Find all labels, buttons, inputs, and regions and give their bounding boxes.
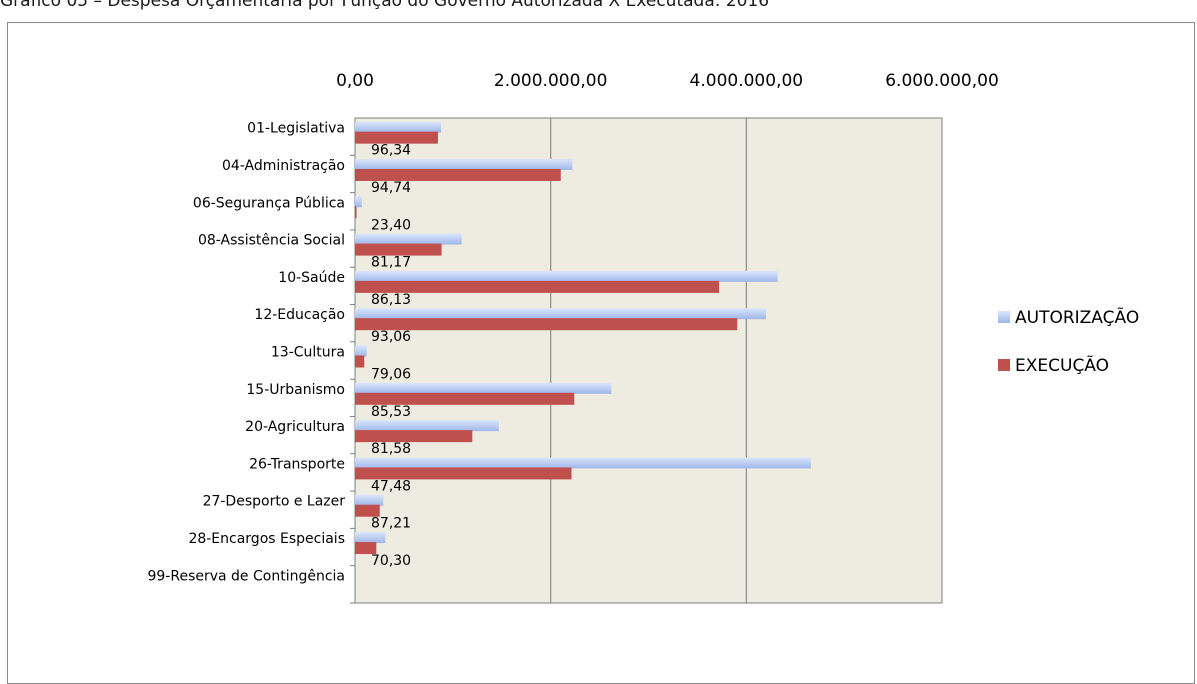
category-label: 12-Educação <box>254 307 345 323</box>
data-label: 79,06 <box>371 367 411 383</box>
chart-frame: 0,00 2.000.000,00 4.000.000,00 6.000.000,00… <box>7 22 1195 684</box>
bar-autorizacao <box>355 233 462 245</box>
category-label: 27-Desporto e Lazer <box>203 494 346 510</box>
bar-execucao <box>355 243 442 256</box>
bar-autorizacao <box>355 196 362 208</box>
legend-swatch-autorizacao <box>998 311 1010 323</box>
data-label: 96,34 <box>371 143 411 159</box>
bar-execucao <box>355 504 380 517</box>
bar-autorizacao <box>355 532 386 544</box>
category-label: 01-Legislativa <box>247 121 345 137</box>
bar-execucao <box>355 392 575 405</box>
x-tick-label: 0,00 <box>336 71 374 91</box>
bar-execucao <box>355 355 365 368</box>
category-label: 04-Administração <box>222 158 345 174</box>
category-label: 26-Transporte <box>249 456 345 472</box>
category-label: 13-Cultura <box>271 345 345 361</box>
bar-autorizacao <box>355 121 442 133</box>
category-label: 08-Assistência Social <box>198 233 345 249</box>
page-title: Gráfico 05 – Despesa Orçamentária por Fu… <box>0 0 770 11</box>
bar-autorizacao <box>355 420 499 432</box>
category-label: 10-Saúde <box>278 270 345 286</box>
bar-execucao <box>355 131 438 144</box>
bar-execucao <box>355 542 377 555</box>
data-label: 23,40 <box>371 217 411 233</box>
legend-label-autorizacao: AUTORIZAÇÃO <box>1015 306 1139 328</box>
category-label: 15-Urbanismo <box>246 382 345 398</box>
legend-label-execucao: EXECUÇÃO <box>1015 354 1109 376</box>
bar-execucao <box>355 168 561 181</box>
data-label: 47,48 <box>371 478 411 494</box>
bar-execucao <box>355 430 473 443</box>
data-label: 93,06 <box>371 329 411 345</box>
bar-autorizacao <box>355 382 612 394</box>
category-label: 20-Agricultura <box>245 419 345 435</box>
x-tick-label: 2.000.000,00 <box>494 71 608 91</box>
chart-svg: 0,00 2.000.000,00 4.000.000,00 6.000.000,00… <box>147 71 1139 604</box>
bar-autorizacao <box>355 345 367 357</box>
bar-autorizacao <box>355 158 573 170</box>
legend-swatch-execucao <box>998 359 1010 371</box>
x-tick-label: 4.000.000,00 <box>690 71 804 91</box>
bar-autorizacao <box>355 494 384 506</box>
x-tick-label: 6.000.000,00 <box>885 71 999 91</box>
bar-execucao <box>355 206 357 219</box>
bar-execucao <box>355 280 720 293</box>
data-label: 86,13 <box>371 292 411 308</box>
data-label: 81,17 <box>371 255 411 271</box>
data-label: 87,21 <box>371 516 411 532</box>
bar-autorizacao <box>355 308 766 320</box>
data-label: 85,53 <box>371 404 411 420</box>
data-label: 70,30 <box>371 553 411 569</box>
category-label: 28-Encargos Especiais <box>188 531 345 547</box>
category-label: 99-Reserva de Contingência <box>147 568 345 584</box>
data-label: 94,74 <box>371 180 411 196</box>
category-label: 06-Segurança Pública <box>193 195 345 211</box>
data-label: 81,58 <box>371 441 411 457</box>
bar-execucao <box>355 318 738 331</box>
bar-autorizacao <box>355 270 778 282</box>
bar-execucao <box>355 467 572 480</box>
bar-autorizacao <box>355 457 811 469</box>
plot-area <box>354 117 943 604</box>
